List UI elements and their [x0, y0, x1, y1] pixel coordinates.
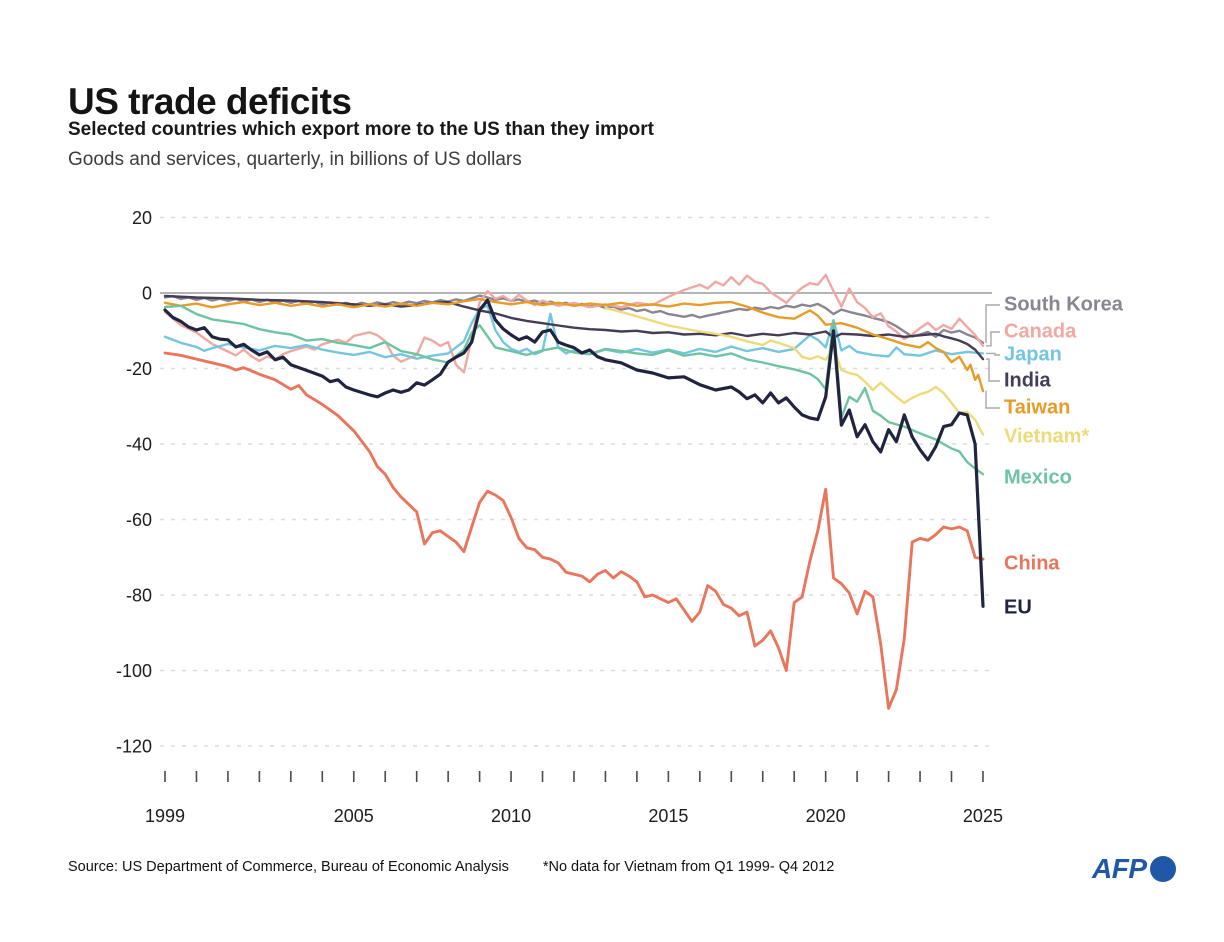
legend-label-japan: Japan [1004, 343, 1062, 366]
y-axis-tick-label: -60 [126, 510, 152, 530]
legend-connector-canada [985, 331, 1000, 347]
series-line-mexico [163, 304, 985, 476]
series-line-canada [163, 273, 985, 374]
legend-label-india: India [1004, 369, 1051, 392]
x-axis-year-label: 2015 [648, 806, 688, 826]
x-axis-year-label: 2005 [334, 806, 374, 826]
x-axis-year-label: 2020 [806, 806, 846, 826]
legend-connector-india [985, 358, 1000, 382]
x-axis-year-label: 1999 [145, 806, 185, 826]
legend-label-vietnam: Vietnam* [1004, 425, 1090, 448]
legend-label-taiwan: Taiwan [1004, 396, 1071, 419]
legend-connector-japan [985, 352, 1000, 356]
series-line-taiwan [163, 297, 985, 393]
source-text: Source: US Department of Commerce, Burea… [68, 859, 509, 875]
y-axis-tick-label: -20 [126, 359, 152, 379]
series-line-eu [163, 298, 985, 608]
chart-subtitle: Selected countries which export more to … [68, 119, 654, 140]
y-axis-tick-label: -100 [116, 661, 152, 681]
y-axis-tick-label: 0 [142, 284, 152, 304]
y-axis-tick-label: -120 [116, 737, 152, 757]
x-axis-year-label: 2025 [963, 806, 1003, 826]
afp-logo-text: AFP [1092, 853, 1147, 884]
series-line-vietnam [604, 306, 985, 436]
afp-logo-circle-icon [1149, 856, 1176, 882]
legend-connector-south-korea [985, 304, 1000, 344]
legend-label-china: China [1004, 552, 1060, 575]
y-axis-tick-label: -80 [126, 586, 152, 606]
y-axis-tick-label: 20 [132, 208, 152, 228]
afp-logo: AFP [1092, 853, 1176, 885]
chart-description: Goods and services, quarterly, in billio… [68, 149, 522, 170]
legend-connector-taiwan [985, 390, 1000, 409]
vietnam-footnote: *No data for Vietnam from Q1 1999- Q4 20… [542, 859, 835, 875]
series-line-china [163, 351, 985, 710]
legend-label-mexico: Mexico [1004, 466, 1072, 489]
footer: Source: US Department of Commerce, Burea… [68, 859, 834, 875]
x-axis-year-label: 2010 [491, 806, 531, 826]
y-axis-tick-label: -40 [126, 435, 152, 455]
legend-label-eu: EU [1004, 596, 1032, 619]
legend-label-canada: Canada [1004, 320, 1077, 343]
legend-label-south-korea: South Korea [1004, 293, 1123, 316]
page-title: US trade deficits [68, 80, 352, 122]
